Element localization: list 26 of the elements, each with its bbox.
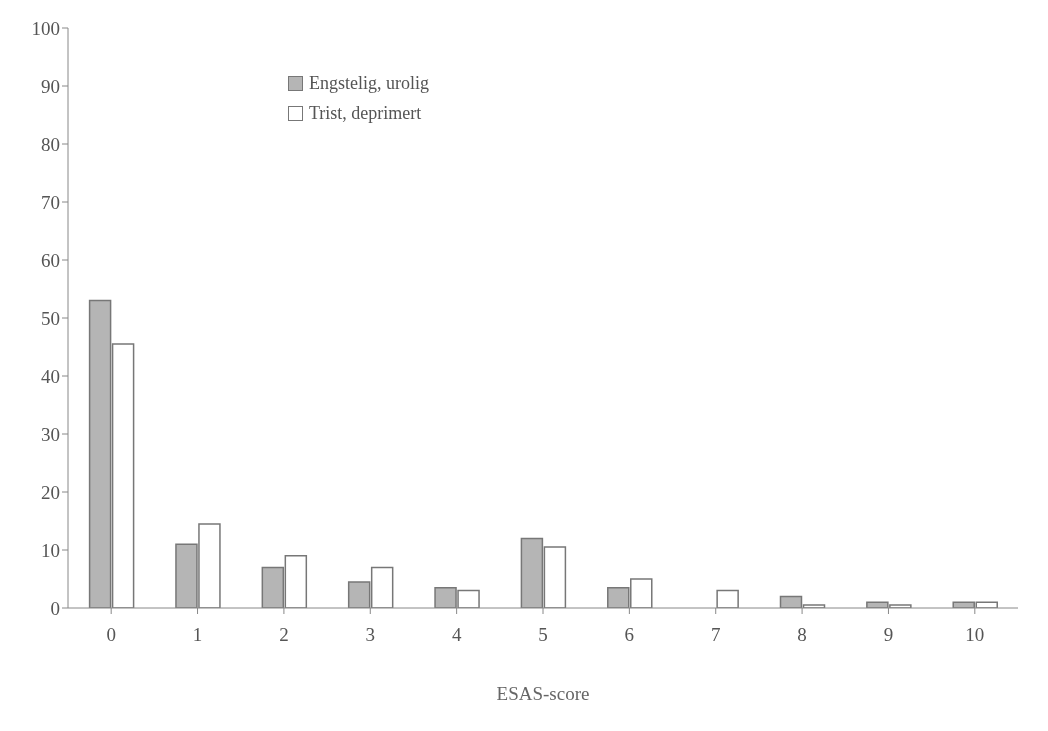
y-tick-label: 70 xyxy=(41,191,60,213)
x-tick-label: 8 xyxy=(797,624,807,646)
x-tick-label: 1 xyxy=(192,624,203,646)
y-tick-label: 60 xyxy=(41,249,60,271)
x-tick-label: 3 xyxy=(365,624,376,646)
y-tick-label: 40 xyxy=(41,365,60,387)
y-tick-label: 100 xyxy=(31,17,60,39)
x-axis-title: ESAS-score xyxy=(496,683,590,704)
x-tick-label: 7 xyxy=(710,624,721,646)
x-tick-label: 4 xyxy=(451,624,462,646)
y-tick-label: 50 xyxy=(41,307,60,329)
x-tick-label: 0 xyxy=(106,624,116,646)
x-tick-label: 6 xyxy=(624,624,635,646)
legend-label: Trist, deprimert xyxy=(309,102,422,125)
bar xyxy=(716,589,739,608)
x-tick-label: 5 xyxy=(538,624,548,646)
x-tick-label: 10 xyxy=(965,624,985,646)
y-tick-label: 30 xyxy=(41,423,60,445)
y-tick-label: 90 xyxy=(41,75,60,97)
legend-label: Engstelig, urolig xyxy=(309,72,429,95)
y-tick-label: 10 xyxy=(41,539,60,561)
y-tick-label: 80 xyxy=(41,133,60,155)
x-tick-label: 2 xyxy=(279,624,289,646)
y-tick-label: 0 xyxy=(50,597,60,619)
x-tick-label: 9 xyxy=(883,624,894,646)
y-tick-label: 20 xyxy=(41,481,60,503)
